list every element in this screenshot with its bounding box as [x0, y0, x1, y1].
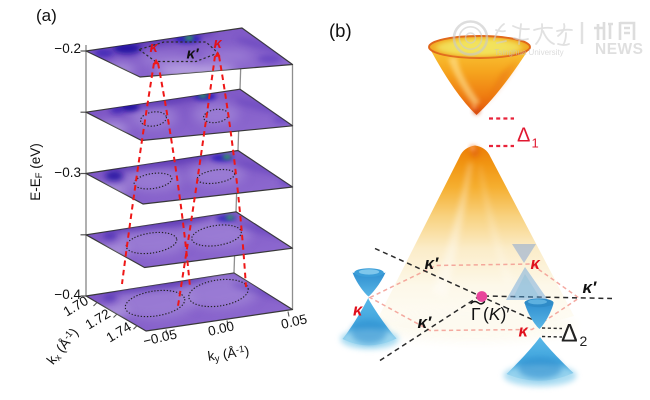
svg-text:κ: κ: [150, 40, 159, 56]
svg-text:(b): (b): [329, 20, 352, 41]
svg-text:(K)′: (K)′: [483, 304, 510, 324]
svg-text:κ′: κ′: [583, 278, 598, 297]
svg-text:κ: κ: [531, 255, 541, 273]
svg-text:κ: κ: [214, 36, 223, 52]
svg-text:2: 2: [580, 333, 588, 349]
svg-text:0.05: 0.05: [279, 311, 308, 332]
svg-text:1: 1: [532, 136, 539, 151]
svg-text:κ′: κ′: [425, 254, 440, 273]
svg-text:−0.3: −0.3: [54, 165, 81, 180]
svg-text:κ: κ: [353, 302, 363, 320]
svg-text:κ: κ: [519, 323, 529, 341]
svg-text:−0.05: −0.05: [142, 326, 179, 348]
svg-text:κ′: κ′: [418, 313, 433, 332]
svg-text:NEWS: NEWS: [595, 41, 644, 58]
svg-text:E-EF (eV): E-EF (eV): [28, 143, 45, 201]
svg-text:Δ: Δ: [517, 125, 530, 147]
svg-text:Tsinghua University: Tsinghua University: [494, 48, 563, 57]
svg-text:κ′: κ′: [187, 46, 200, 63]
svg-text:(a): (a): [36, 6, 57, 25]
svg-text:−0.2: −0.2: [54, 41, 81, 56]
svg-text:Γ: Γ: [471, 304, 481, 324]
svg-text:Δ: Δ: [561, 320, 578, 348]
svg-text:0.00: 0.00: [206, 318, 235, 339]
svg-text:−0.4: −0.4: [54, 287, 81, 302]
